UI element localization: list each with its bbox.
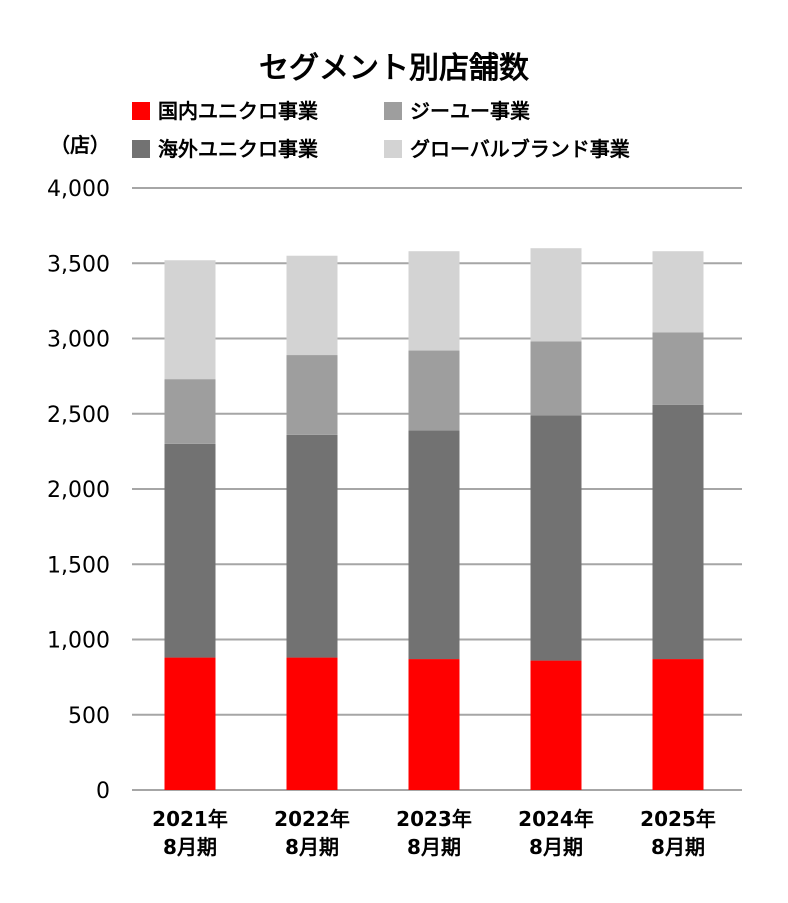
chart-title: セグメント別店舗数 bbox=[259, 51, 530, 86]
bar-segment bbox=[164, 260, 216, 380]
bar-segment bbox=[530, 415, 582, 661]
y-tick-label: 1,000 bbox=[47, 629, 110, 654]
bar-segment bbox=[408, 430, 460, 660]
x-tick-label: 8月期 bbox=[163, 835, 217, 859]
x-tick-label: 2025年 bbox=[640, 807, 716, 831]
x-tick-label: 2024年 bbox=[518, 807, 594, 831]
y-unit-label: （店） bbox=[50, 133, 110, 157]
bar-segment bbox=[408, 251, 460, 351]
bar-segment bbox=[530, 660, 582, 790]
y-tick-label: 4,000 bbox=[47, 177, 110, 202]
bars bbox=[164, 248, 704, 790]
x-tick-label: 2021年 bbox=[152, 807, 228, 831]
x-tick-label: 8月期 bbox=[285, 835, 339, 859]
bar-segment bbox=[164, 379, 216, 444]
legend-label: 国内ユニクロ事業 bbox=[158, 99, 319, 123]
bar-segment bbox=[408, 659, 460, 790]
y-tick-label: 3,000 bbox=[47, 328, 110, 353]
legend-swatch bbox=[132, 102, 150, 120]
bar-segment bbox=[164, 657, 216, 790]
x-tick-label: 2022年 bbox=[274, 807, 350, 831]
bar-segment bbox=[164, 443, 216, 658]
x-axis-ticks: 2021年 8月期 2022年 8月期 2023年 8月期 2024年 8月期 2025年 8月期 bbox=[152, 807, 716, 859]
legend-swatch bbox=[384, 102, 402, 120]
bar-segment bbox=[286, 355, 338, 435]
x-tick-label: 8月期 bbox=[651, 835, 705, 859]
y-tick-label: 3,500 bbox=[47, 252, 110, 277]
bar-segment bbox=[652, 659, 704, 790]
legend-label: ジーユー事業 bbox=[410, 99, 531, 123]
legend-label: 海外ユニクロ事業 bbox=[158, 137, 319, 161]
bar-segment bbox=[286, 434, 338, 658]
y-tick-label: 0 bbox=[96, 779, 110, 804]
bar-segment bbox=[652, 332, 704, 405]
y-axis-ticks: 0 500 1,000 1,500 2,000 2,500 3,000 3,500 4,000 bbox=[47, 177, 110, 804]
bar-segment bbox=[408, 350, 460, 431]
bar-segment bbox=[286, 657, 338, 790]
legend-label: グローバルブランド事業 bbox=[410, 137, 631, 161]
bar-segment bbox=[530, 341, 582, 416]
y-tick-label: 2,000 bbox=[47, 478, 110, 503]
legend-swatch bbox=[384, 140, 402, 158]
y-tick-label: 1,500 bbox=[47, 553, 110, 578]
y-tick-label: 2,500 bbox=[47, 403, 110, 428]
x-tick-label: 8月期 bbox=[529, 835, 583, 859]
bar-segment bbox=[286, 255, 338, 356]
bar-segment bbox=[652, 404, 704, 660]
y-tick-label: 500 bbox=[68, 704, 110, 729]
legend-swatch bbox=[132, 140, 150, 158]
bar-segment bbox=[530, 248, 582, 342]
x-tick-label: 8月期 bbox=[407, 835, 461, 859]
bar-segment bbox=[652, 251, 704, 333]
x-tick-label: 2023年 bbox=[396, 807, 472, 831]
